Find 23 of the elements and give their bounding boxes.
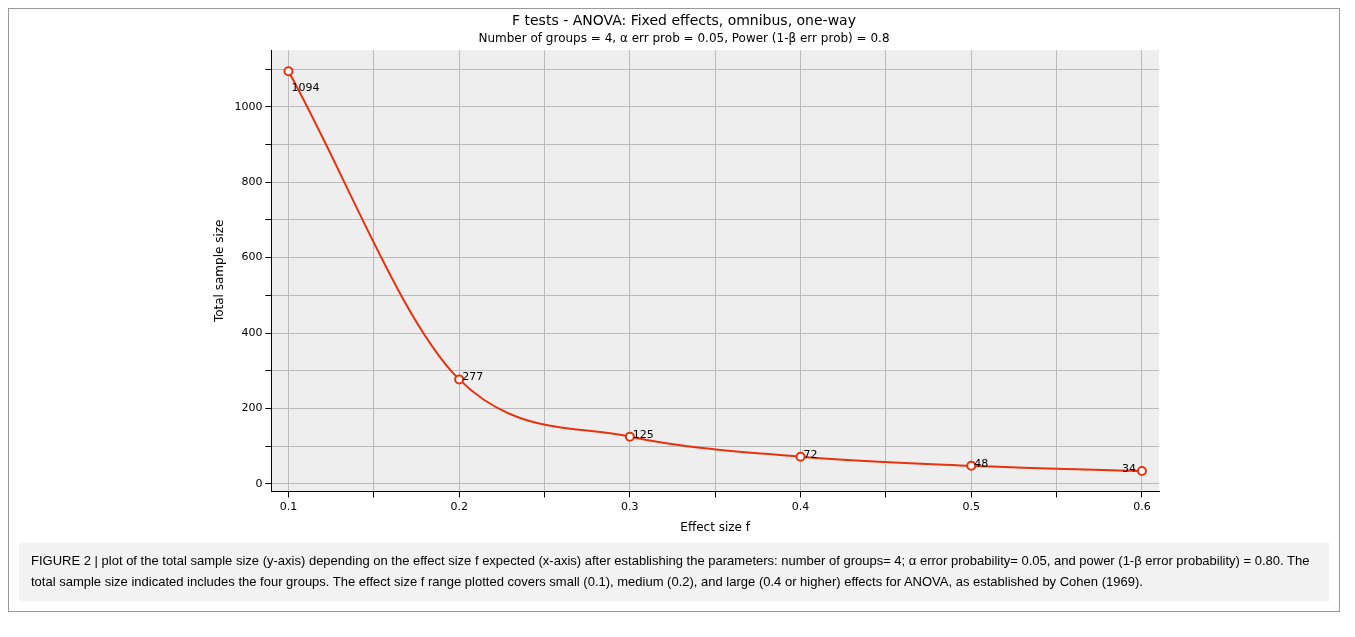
x-tick-label: 0.5 [962, 499, 980, 513]
y-tick-label: 400 [241, 325, 263, 339]
x-axis-title: Effect size f [680, 519, 751, 534]
y-tick-label: 200 [241, 401, 263, 415]
y-tick-label: 800 [241, 175, 263, 189]
x-tick-label: 0.4 [791, 499, 810, 513]
y-axis-title: Total sample size [212, 219, 227, 324]
data-label: 277 [462, 370, 484, 384]
y-tick-label: 1000 [234, 99, 263, 113]
x-tick-label: 0.1 [279, 499, 298, 513]
point [1136, 466, 1147, 477]
x-tick-label: 0.6 [1133, 499, 1151, 513]
x-tick-label: 0.3 [621, 499, 639, 513]
y-tick-label: 0 [255, 476, 263, 490]
data-label: 125 [632, 427, 654, 441]
x-tick-label: 0.2 [450, 499, 468, 513]
y-tick-label: 600 [241, 250, 263, 264]
point [283, 66, 294, 77]
point [454, 374, 465, 385]
caption: FIGURE 2 | plot of the total sample size (y-axis) depending on the effect size f expected (x-axis) after establishing the parameters: number of groups= 4; α error probability= 0.05, and power (1-β error probability) = 0.80. The total sample size indicated includes the four groups. The effect size f range plotted covers small (0.1), medium (0.2), and large (0.4 or higher) effects for ANOVA, as established by Cohen (1969). [19, 543, 1329, 601]
chart-subtitle: Number of groups = 4, α err prob = 0.05, Power (1-β err prob) = 0.8 [478, 31, 890, 46]
point [624, 431, 635, 442]
chart-title: F tests - ANOVA: Fixed effects, omnibus, one-way [512, 12, 856, 29]
